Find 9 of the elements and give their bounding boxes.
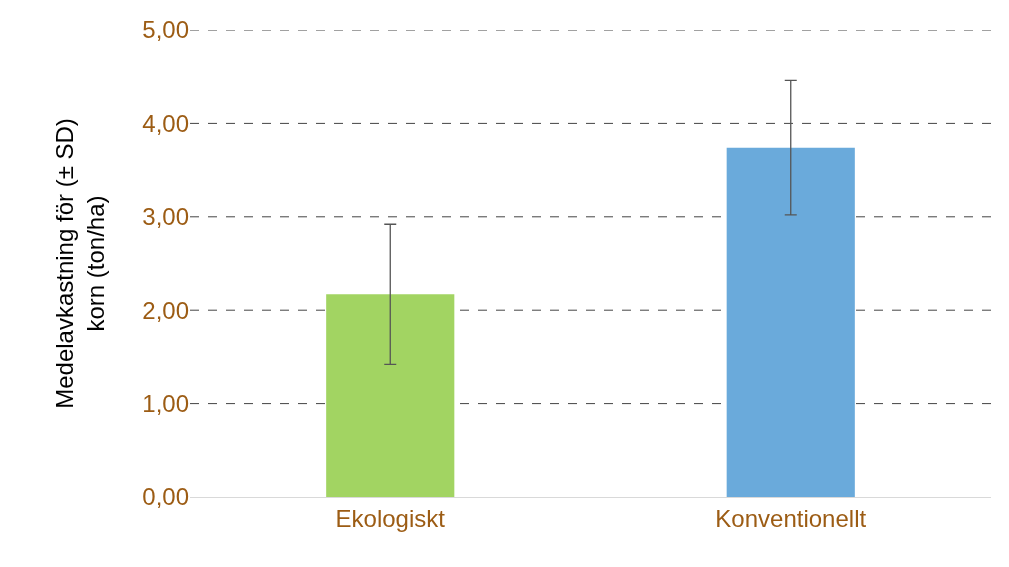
y-tick-label: 0,00 — [142, 483, 189, 511]
y-tick-label: 1,00 — [142, 390, 189, 417]
y-tick-label: 5,00 — [142, 16, 189, 44]
y-tick-label: 2,00 — [142, 296, 189, 324]
y-tick-label: 3,00 — [142, 203, 189, 231]
y-tick-label: 4,00 — [142, 109, 189, 137]
x-tick-label: Ekologiskt — [335, 504, 446, 532]
x-tick-label: Konventionellt — [715, 504, 867, 532]
y-axis-title: Medelavkastning för (± SD) korn (ton/ha) — [51, 118, 110, 409]
